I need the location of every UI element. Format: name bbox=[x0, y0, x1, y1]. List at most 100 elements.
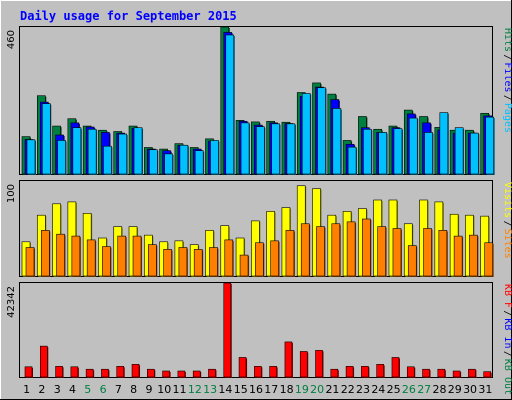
bar-pages-day-28 bbox=[439, 112, 449, 175]
x-tick-label-day-2: 2 bbox=[38, 383, 45, 396]
legend-kb-f-label: KB F bbox=[502, 284, 512, 308]
bar-pages-day-24 bbox=[378, 132, 387, 175]
bar-pages-day-8 bbox=[133, 127, 143, 175]
x-tick-label-day-16: 16 bbox=[249, 383, 263, 396]
legend-hits-label: Hits bbox=[502, 28, 512, 52]
bar-sites-day-18 bbox=[285, 230, 295, 277]
bar-sites-day-30 bbox=[469, 234, 478, 277]
legend-separator-kbytes-1: / bbox=[502, 310, 512, 316]
bar-sites-day-23 bbox=[362, 218, 371, 277]
x-tick-label-day-21: 21 bbox=[325, 383, 339, 396]
bar-sites-day-28 bbox=[438, 230, 448, 277]
bar-sites-day-1 bbox=[25, 247, 35, 277]
bar-sites-day-19 bbox=[300, 223, 310, 277]
bar-pages-day-1 bbox=[26, 139, 36, 175]
bar-kbytes-day-11 bbox=[177, 370, 186, 378]
bar-kbytes-day-29 bbox=[452, 370, 461, 378]
bar-pages-day-13 bbox=[210, 140, 219, 175]
bar-kbytes-day-1 bbox=[24, 366, 33, 378]
legend-sites-label: Sites bbox=[502, 229, 512, 259]
bar-pages-day-20 bbox=[317, 87, 326, 175]
bar-sites-day-10 bbox=[163, 249, 172, 277]
y-max-label-hits-files-pages: 460 bbox=[6, 30, 17, 49]
x-tick-label-day-22: 22 bbox=[341, 383, 355, 396]
bar-pages-day-18 bbox=[286, 123, 296, 175]
bar-kbytes-day-14 bbox=[223, 282, 232, 378]
x-tick-label-day-4: 4 bbox=[69, 383, 76, 396]
bar-kbytes-day-25 bbox=[391, 357, 400, 378]
bar-sites-day-6 bbox=[102, 246, 111, 277]
bar-kbytes-day-3 bbox=[55, 366, 63, 378]
bar-kbytes-day-19 bbox=[299, 351, 308, 378]
bar-sites-day-12 bbox=[193, 249, 203, 277]
bar-kbytes-day-17 bbox=[269, 366, 277, 378]
x-tick-label-day-24: 24 bbox=[371, 383, 385, 396]
x-tick-label-day-8: 8 bbox=[130, 383, 137, 396]
bar-pages-day-16 bbox=[256, 126, 265, 175]
bar-pages-day-7 bbox=[118, 133, 128, 175]
bar-pages-day-6 bbox=[103, 145, 112, 175]
legend-kb-in-label: KB In bbox=[502, 318, 512, 348]
bar-sites-day-25 bbox=[392, 228, 402, 277]
bar-pages-day-21 bbox=[332, 108, 342, 175]
bar-pages-day-14 bbox=[225, 34, 235, 175]
bar-sites-day-15 bbox=[239, 254, 249, 277]
bar-pages-day-10 bbox=[164, 153, 173, 175]
bar-kbytes-day-5 bbox=[85, 368, 94, 378]
x-tick-label-day-26: 26 bbox=[402, 383, 416, 396]
x-tick-label-day-13: 13 bbox=[203, 383, 217, 396]
x-tick-label-day-25: 25 bbox=[387, 383, 401, 396]
bar-kbytes-day-21 bbox=[330, 368, 339, 378]
x-tick-label-day-15: 15 bbox=[234, 383, 248, 396]
bar-pages-day-19 bbox=[301, 93, 311, 175]
x-tick-label-day-7: 7 bbox=[115, 383, 122, 396]
bar-pages-day-3 bbox=[57, 140, 66, 175]
bar-sites-day-8 bbox=[132, 235, 142, 277]
bar-pages-day-4 bbox=[72, 127, 82, 175]
bar-kbytes-day-18 bbox=[284, 341, 293, 378]
bar-sites-day-14 bbox=[224, 239, 234, 277]
bar-kbytes-day-28 bbox=[437, 368, 446, 378]
x-tick-label-day-18: 18 bbox=[280, 383, 294, 396]
chart-title: Daily usage for September 2015 bbox=[20, 9, 237, 23]
legend-files-label: Files bbox=[502, 62, 512, 92]
x-tick-label-day-6: 6 bbox=[100, 383, 107, 396]
bar-sites-day-24 bbox=[377, 226, 386, 277]
bar-sites-day-2 bbox=[40, 230, 50, 277]
bar-pages-day-11 bbox=[179, 144, 189, 175]
bar-kbytes-day-13 bbox=[208, 368, 216, 378]
x-tick-label-day-9: 9 bbox=[145, 383, 152, 396]
bar-pages-day-2 bbox=[41, 103, 51, 175]
bar-kbytes-day-12 bbox=[192, 370, 201, 378]
legend-separator-hits-files-pages-1: / bbox=[502, 54, 512, 60]
bar-pages-day-5 bbox=[87, 128, 97, 175]
bar-kbytes-day-23 bbox=[361, 366, 369, 378]
bar-kbytes-day-7 bbox=[116, 366, 125, 378]
x-tick-label-day-19: 19 bbox=[295, 383, 309, 396]
y-max-label-kbytes: 42342 bbox=[6, 286, 17, 318]
bar-kbytes-day-6 bbox=[101, 368, 109, 378]
bar-sites-day-9 bbox=[148, 244, 157, 277]
y-max-label-visits-sites: 100 bbox=[6, 184, 17, 203]
bar-kbytes-day-15 bbox=[238, 357, 247, 378]
bar-kbytes-day-27 bbox=[422, 368, 430, 378]
legend-separator-kbytes-2: / bbox=[502, 351, 512, 357]
panel-frame-kbytes bbox=[19, 282, 493, 378]
bar-pages-day-27 bbox=[424, 132, 433, 175]
bar-sites-day-11 bbox=[178, 247, 188, 277]
bar-pages-day-30 bbox=[470, 132, 479, 175]
legend-visits-label: Visits bbox=[502, 182, 512, 218]
x-tick-label-day-11: 11 bbox=[173, 383, 187, 396]
bar-kbytes-day-30 bbox=[468, 368, 476, 378]
bar-sites-day-5 bbox=[86, 239, 96, 277]
legend-kb-out-label: KB Out bbox=[502, 359, 512, 395]
bar-sites-day-27 bbox=[423, 228, 432, 277]
x-tick-label-day-29: 29 bbox=[448, 383, 462, 396]
bar-sites-day-26 bbox=[407, 245, 417, 277]
x-tick-label-day-12: 12 bbox=[188, 383, 202, 396]
bar-sites-day-21 bbox=[331, 223, 341, 277]
bar-pages-day-31 bbox=[485, 116, 495, 175]
bar-pages-day-23 bbox=[363, 128, 372, 175]
x-tick-label-day-23: 23 bbox=[356, 383, 370, 396]
